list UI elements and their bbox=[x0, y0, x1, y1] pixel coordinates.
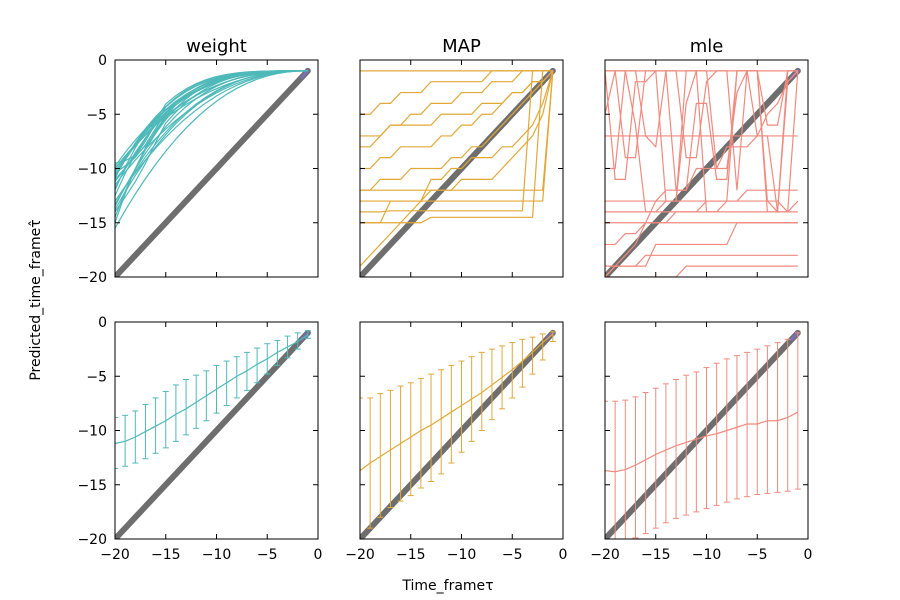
plot-area bbox=[360, 67, 556, 277]
plot-area bbox=[360, 329, 556, 539]
plot-area bbox=[605, 67, 801, 277]
panel-bottom-right: −20 −15 −10 −5 0 bbox=[590, 321, 813, 563]
series-line bbox=[605, 222, 798, 277]
identity-line bbox=[360, 329, 556, 539]
identity-line-end bbox=[790, 331, 800, 341]
identity-line bbox=[605, 67, 801, 277]
panel-bottom-center: −20 −15 −10 −5 0 bbox=[345, 321, 568, 563]
y-tick-label: −10 bbox=[77, 162, 107, 178]
panel-title: weight bbox=[186, 36, 247, 57]
x-tick-label: −5 bbox=[502, 547, 523, 563]
plot-area bbox=[605, 329, 801, 539]
x-tick-label: −20 bbox=[345, 547, 375, 563]
series-line bbox=[115, 70, 308, 196]
x-tick-label: −15 bbox=[641, 547, 671, 563]
identity-line-end bbox=[300, 69, 310, 79]
series-line bbox=[605, 411, 799, 473]
x-tick-label: −10 bbox=[202, 547, 232, 563]
x-tick-label: 0 bbox=[314, 547, 323, 563]
series-line bbox=[360, 70, 554, 267]
series-line bbox=[605, 265, 798, 277]
panel-bottom-left: −20 −15 −10 −5 0 0 −5 −10 −15 −20 bbox=[77, 315, 322, 563]
panel-top-left: 0 −5 −10 −15 −20 weight bbox=[77, 36, 319, 286]
series-line bbox=[605, 200, 798, 213]
x-axis-label: Time_frameτ bbox=[401, 578, 493, 594]
y-tick-label: −15 bbox=[77, 216, 107, 232]
series-line bbox=[115, 70, 308, 229]
y-tick-label: −5 bbox=[86, 369, 107, 385]
x-tick-label: −15 bbox=[151, 547, 181, 563]
x-tick-label: −5 bbox=[747, 547, 768, 563]
y-tick-label: 0 bbox=[98, 315, 107, 331]
y-tick-label: −15 bbox=[77, 478, 107, 494]
panel-top-center: MAP bbox=[359, 36, 564, 278]
y-tick-label: −20 bbox=[77, 532, 107, 548]
identity-line bbox=[115, 67, 311, 277]
series-line bbox=[605, 189, 798, 246]
panel-title: mle bbox=[690, 36, 724, 57]
y-tick-label: −20 bbox=[77, 270, 107, 286]
identity-line bbox=[605, 329, 801, 539]
series-line bbox=[360, 333, 554, 472]
series-line bbox=[360, 70, 553, 213]
series-line bbox=[605, 70, 798, 191]
plot-area bbox=[115, 67, 311, 277]
x-tick-label: 0 bbox=[804, 547, 813, 563]
series-line bbox=[360, 70, 554, 137]
x-tick-label: −10 bbox=[692, 547, 722, 563]
x-tick-label: −10 bbox=[447, 547, 477, 563]
series-line bbox=[605, 200, 799, 213]
y-axis-label: Predicted_time_frameτ̂ bbox=[28, 219, 44, 380]
series-line bbox=[605, 70, 799, 213]
series-line bbox=[360, 70, 554, 224]
identity-line bbox=[115, 329, 311, 539]
x-tick-label: 0 bbox=[559, 547, 568, 563]
series-line bbox=[115, 70, 308, 211]
series-line bbox=[360, 70, 553, 115]
panel-title: MAP bbox=[442, 36, 481, 57]
x-tick-label: −15 bbox=[396, 547, 426, 563]
y-tick-label: −5 bbox=[86, 107, 107, 123]
x-tick-label: −20 bbox=[100, 547, 130, 563]
series-line bbox=[360, 70, 553, 224]
panel-top-right: mle bbox=[604, 36, 809, 278]
plot-area bbox=[115, 329, 311, 539]
x-tick-label: −20 bbox=[590, 547, 620, 563]
series-line bbox=[360, 70, 554, 191]
y-tick-label: 0 bbox=[98, 53, 107, 69]
y-tick-label: −10 bbox=[77, 424, 107, 440]
x-tick-label: −5 bbox=[257, 547, 278, 563]
series-line bbox=[115, 334, 309, 445]
series-line bbox=[360, 70, 554, 170]
series-line bbox=[360, 70, 554, 191]
series-line bbox=[605, 254, 798, 277]
